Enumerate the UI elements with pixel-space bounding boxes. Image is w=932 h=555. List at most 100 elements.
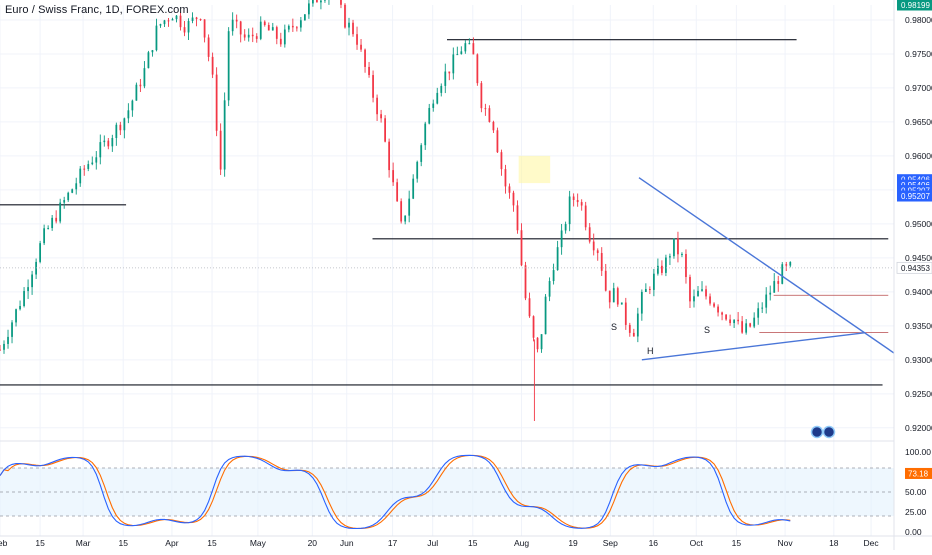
candle-body xyxy=(785,264,788,266)
time-tick-label: 15 xyxy=(118,538,128,548)
candle-body xyxy=(741,321,744,333)
candle-body xyxy=(99,142,102,158)
candle-body xyxy=(600,253,603,271)
candle-body xyxy=(552,270,555,282)
price-badge-label: 0.98199 xyxy=(901,1,930,10)
candle-body xyxy=(508,186,511,193)
time-tick-label: Oct xyxy=(690,538,704,548)
candle-body xyxy=(11,322,13,337)
candle-body xyxy=(673,238,675,257)
candle-body xyxy=(596,250,599,254)
event-markers[interactable] xyxy=(810,425,836,439)
candle-body xyxy=(283,29,286,45)
candle-body xyxy=(103,140,106,143)
event-marker-icon[interactable] xyxy=(822,425,836,439)
highlight-zone xyxy=(518,155,551,184)
candle-body xyxy=(303,14,306,21)
candle-body xyxy=(640,291,643,314)
candle-body xyxy=(183,27,186,33)
stochastic-tick-label: 25.00 xyxy=(905,507,927,517)
time-tick-label: May xyxy=(250,538,267,548)
candle-body xyxy=(753,317,756,327)
grid-layer xyxy=(0,5,894,536)
candle-body xyxy=(207,37,210,57)
candle-body xyxy=(657,265,659,274)
candle-body xyxy=(299,20,302,28)
event-marker-icon[interactable] xyxy=(810,425,824,439)
candle-body xyxy=(588,227,591,242)
candle-body xyxy=(15,309,17,323)
candle-body xyxy=(528,298,531,317)
candle-body xyxy=(39,243,42,262)
candle-body xyxy=(111,138,114,147)
candle-body xyxy=(340,0,342,5)
candle-body xyxy=(203,19,206,38)
candle-body xyxy=(544,296,547,335)
candle-body xyxy=(71,189,74,193)
candle-body xyxy=(560,230,563,248)
candle-body xyxy=(396,182,399,202)
candle-body xyxy=(0,349,1,351)
candle-body xyxy=(247,34,250,38)
trendline[interactable] xyxy=(638,177,895,354)
candle-body xyxy=(564,224,567,231)
candle-body xyxy=(624,302,627,325)
candle-body xyxy=(681,253,683,255)
trendlines-layer[interactable] xyxy=(638,177,895,361)
candle-body xyxy=(428,107,431,124)
candle-body xyxy=(235,19,238,22)
candle-body xyxy=(243,34,246,38)
candle-body xyxy=(191,17,194,22)
price-badge xyxy=(897,0,932,11)
candle-body xyxy=(500,152,503,170)
candle-body xyxy=(195,17,198,20)
candle-body xyxy=(123,118,126,131)
time-axis[interactable]: Feb 15 Mar 15 Apr 15 May 20 Jun 17 Jul 15 Aug 19 Sep 16… xyxy=(0,535,932,548)
candle-body xyxy=(275,27,278,39)
candle-body xyxy=(416,161,419,179)
candle-body xyxy=(737,319,740,322)
time-tick-label: 15 xyxy=(468,538,478,548)
candle-body xyxy=(263,21,266,26)
stochastic-pane xyxy=(0,454,894,530)
candle-body xyxy=(412,178,415,199)
pattern-label-h: H xyxy=(647,346,654,356)
candle-body xyxy=(540,334,543,350)
horizontal-levels-layer[interactable] xyxy=(0,39,889,386)
candle-body xyxy=(548,281,551,297)
candle-body xyxy=(464,43,467,52)
candle-body xyxy=(705,289,707,297)
candle-body xyxy=(55,217,58,222)
time-tick-label: Sep xyxy=(603,538,618,548)
candle-body xyxy=(239,21,242,35)
candle-body xyxy=(480,83,483,109)
candle-body xyxy=(576,200,579,203)
candle-body xyxy=(460,51,463,55)
candle-body xyxy=(255,36,258,39)
candle-body xyxy=(83,168,86,170)
candle-body xyxy=(520,230,523,266)
candle-body xyxy=(729,319,731,324)
candle-body xyxy=(155,25,158,51)
candle-body xyxy=(291,25,294,28)
candle-body xyxy=(151,50,154,53)
candle-body xyxy=(761,307,764,309)
candle-body xyxy=(452,54,455,74)
candle-body xyxy=(572,196,575,201)
time-tick-label: 15 xyxy=(35,538,45,548)
annotations-layer: S H S xyxy=(611,322,710,356)
candle-body xyxy=(713,303,715,307)
trendline[interactable] xyxy=(641,331,866,361)
candle-body xyxy=(616,288,619,305)
